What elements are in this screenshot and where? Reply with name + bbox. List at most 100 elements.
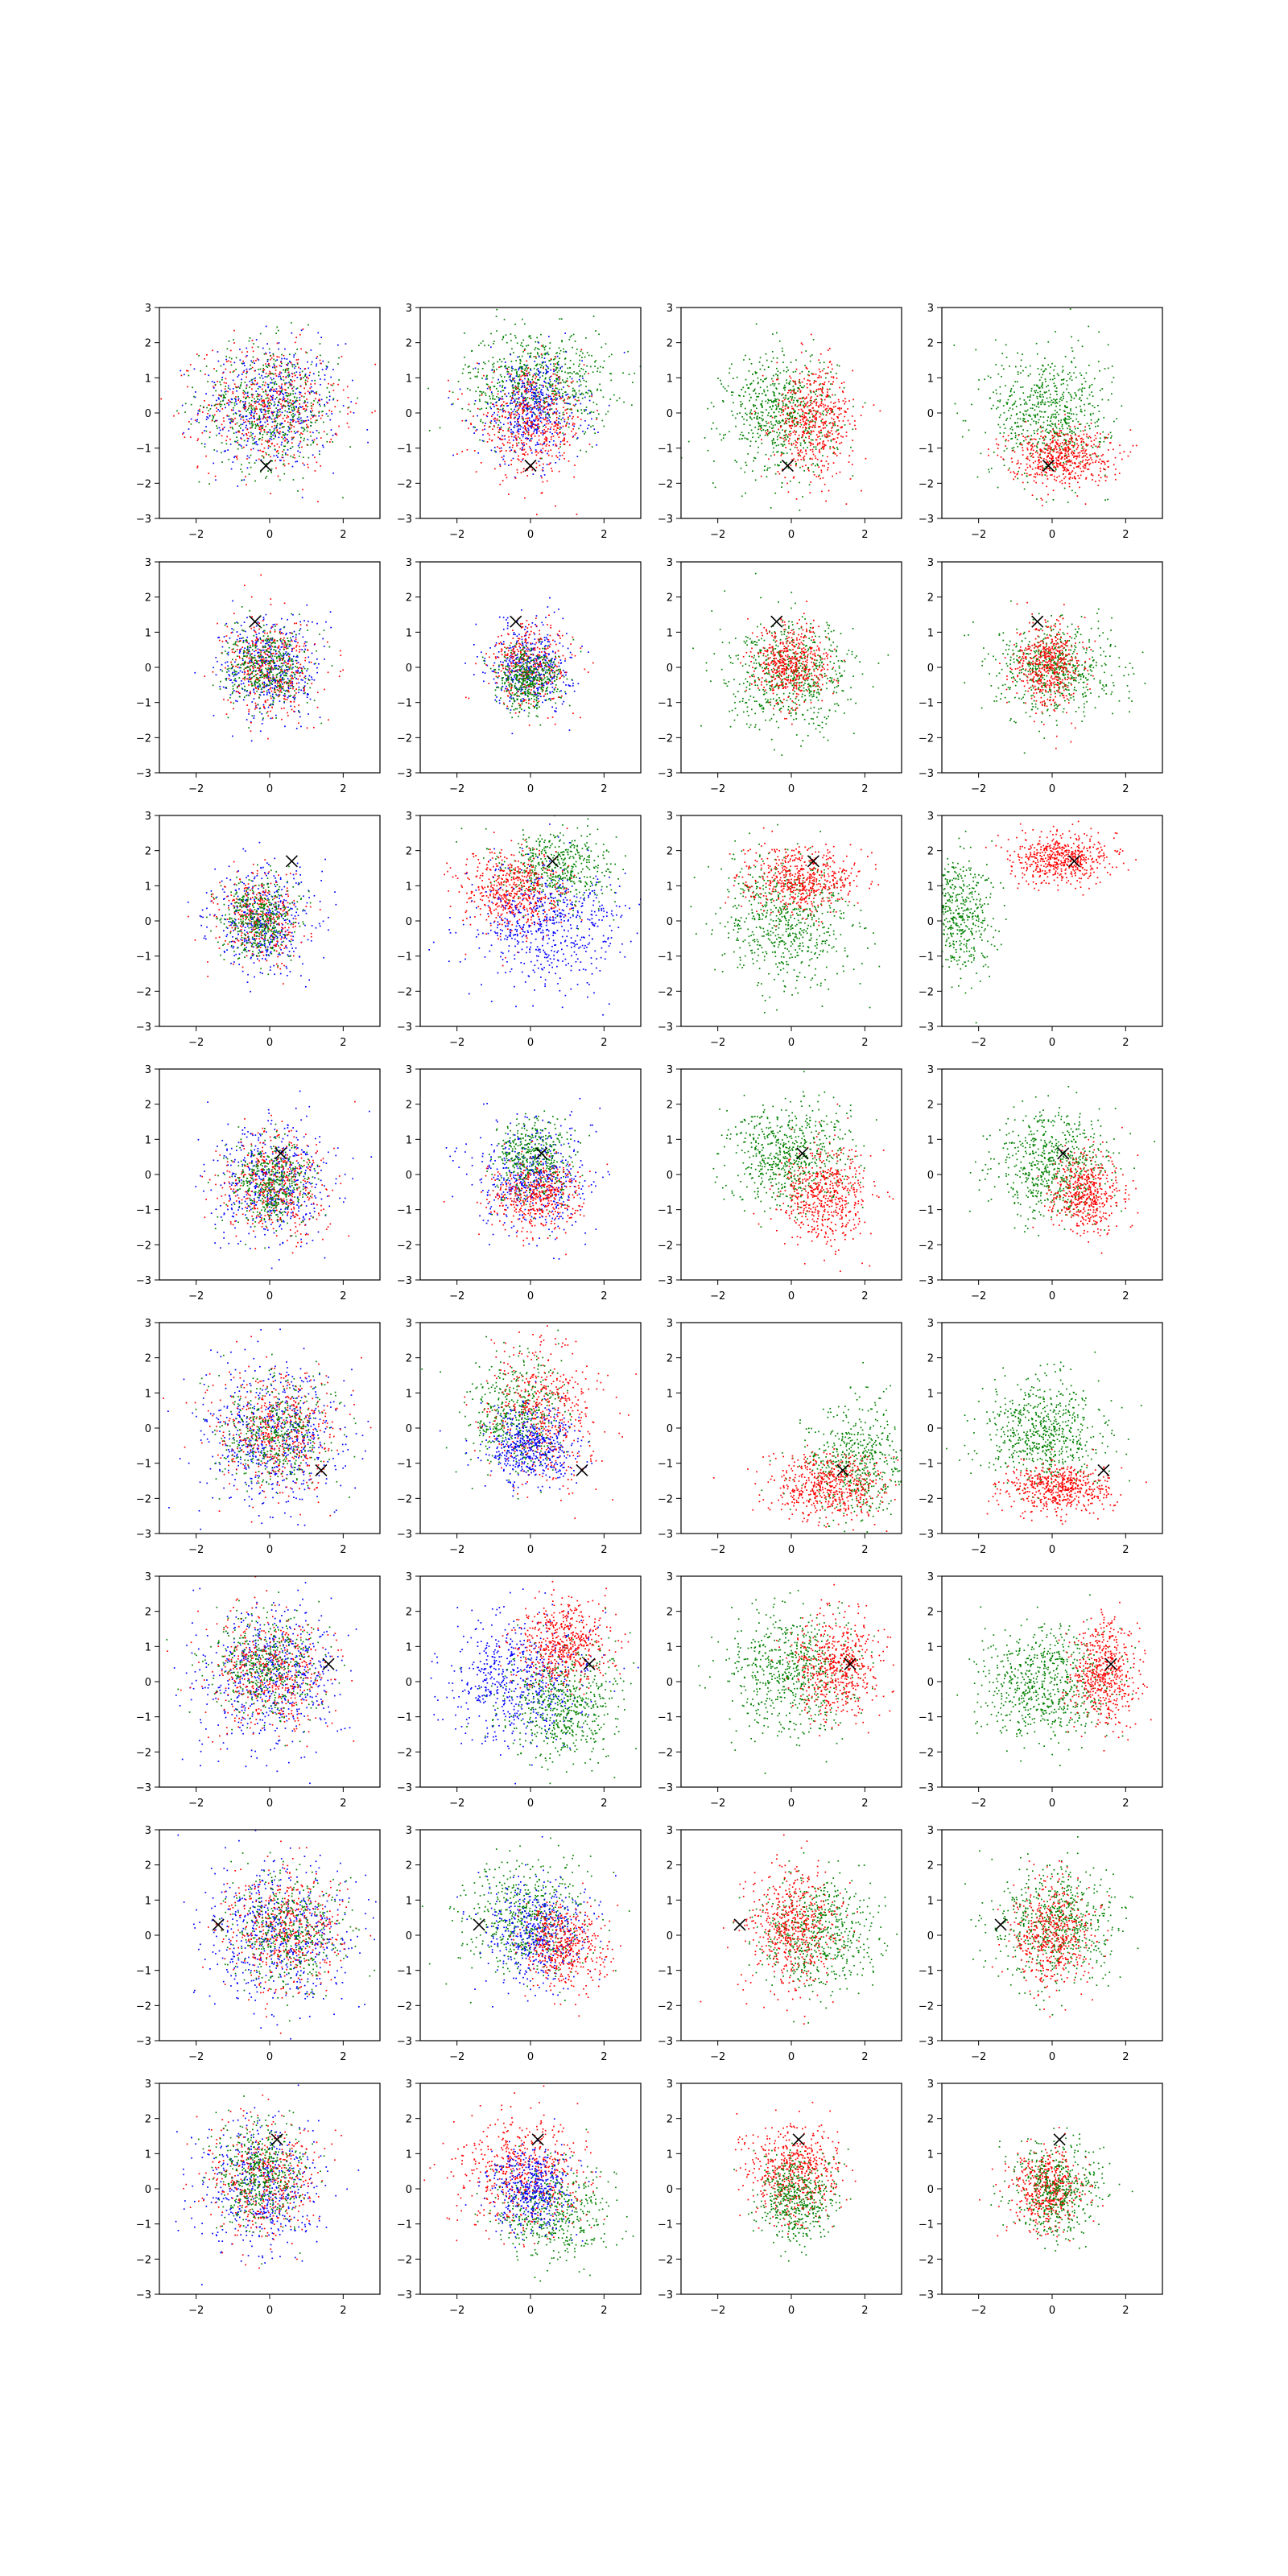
scatter-point-green (590, 390, 592, 393)
scatter-point-red (807, 431, 809, 434)
scatter-point-green (208, 483, 210, 485)
scatter-point-blue (262, 347, 264, 349)
scatter-point-red (824, 464, 825, 467)
scatter-point-blue (212, 394, 214, 397)
scatter-point-red (782, 469, 783, 470)
scatter-point-green (560, 318, 563, 320)
scatter-point-blue (535, 396, 536, 398)
scatter-point-green (781, 482, 783, 484)
scatter-point-green (780, 461, 782, 463)
scatter-point-red (832, 381, 834, 383)
scatter-point-green (1015, 435, 1017, 436)
scatter-point-green (208, 436, 211, 439)
scatter-point-green (499, 365, 502, 368)
scatter-point-green (1089, 413, 1092, 415)
scatter-point-green (1064, 405, 1066, 407)
scatter-point-red (825, 460, 828, 462)
scatter-point-red (810, 481, 811, 483)
scatter-point-green (1018, 434, 1020, 436)
scatter-point-green (1042, 370, 1044, 373)
scatter-point-red (830, 430, 832, 431)
scatter-point-red (522, 407, 525, 408)
scatter-point-blue (317, 332, 320, 334)
scatter-point-green (1037, 402, 1039, 405)
scatter-point-red (514, 413, 516, 415)
scatter-point-green (526, 431, 528, 433)
scatter-point-red (498, 448, 501, 449)
scatter-point-green (569, 360, 572, 361)
scatter-point-blue (474, 367, 477, 369)
scatter-point-red (258, 419, 261, 421)
scatter-point-green (479, 390, 481, 393)
scatter-point-red (800, 459, 803, 460)
scatter-point-red (461, 419, 464, 422)
scatter-point-red (208, 404, 210, 406)
scatter-point-blue (535, 424, 538, 427)
scatter-point-green (1034, 415, 1036, 417)
scatter-point-red (540, 414, 543, 416)
scatter-point-green (224, 391, 226, 393)
scatter-point-green (566, 378, 568, 380)
scatter-point-green (1020, 372, 1022, 374)
scatter-point-green (791, 416, 793, 418)
scatter-point-blue (502, 435, 503, 437)
scatter-point-green (551, 390, 553, 392)
scatter-point-green (1071, 347, 1073, 349)
scatter-point-red (812, 430, 815, 432)
scatter-point-red (819, 412, 821, 414)
scatter-point-red (264, 390, 266, 393)
scatter-point-red (310, 418, 312, 419)
scatter-point-green (518, 389, 521, 390)
scatter-point-green (521, 371, 523, 373)
scatter-point-green (1055, 414, 1057, 415)
scatter-point-green (584, 431, 587, 433)
scatter-point-green (483, 440, 485, 442)
scatter-point-red (572, 380, 574, 382)
scatter-point-blue (264, 411, 266, 413)
scatter-point-green (318, 374, 320, 377)
scatter-point-blue (525, 365, 527, 367)
scatter-point-green (1111, 381, 1113, 383)
scatter-point-blue (228, 430, 229, 431)
scatter-point-green (531, 378, 533, 381)
scatter-point-green (781, 486, 782, 488)
scatter-point-red (506, 369, 509, 370)
scatter-point-red (505, 474, 506, 476)
scatter-point-green (241, 479, 243, 481)
scatter-point-green (767, 366, 770, 368)
scatter-point-blue (308, 374, 311, 377)
scatter-point-blue (245, 415, 246, 418)
scatter-point-red (262, 418, 264, 420)
scatter-point-red (541, 469, 543, 471)
scatter-point-green (1023, 415, 1025, 416)
scatter-point-red (791, 424, 793, 427)
scatter-point-red (564, 438, 566, 440)
scatter-point-blue (535, 386, 536, 388)
scatter-point-blue (535, 406, 536, 408)
scatter-point-green (761, 430, 762, 431)
scatter-point-green (554, 357, 556, 360)
scatter-point-green (538, 349, 540, 350)
scatter-point-green (548, 403, 551, 406)
scatter-point-blue (533, 386, 535, 388)
scatter-point-blue (320, 398, 323, 401)
scatter-point-red (501, 403, 503, 406)
scatter-point-blue (197, 410, 200, 412)
scatter-point-green (784, 431, 786, 433)
scatter-point-green (1054, 436, 1056, 437)
scatter-point-red (547, 450, 550, 452)
scatter-point-red (789, 426, 791, 428)
scatter-point-red (829, 431, 831, 434)
scatter-point-red (820, 460, 823, 462)
scatter-point-green (832, 426, 833, 428)
scatter-point-red (826, 395, 828, 398)
scatter-point-blue (317, 399, 320, 402)
scatter-point-blue (275, 436, 276, 438)
scatter-point-red (792, 380, 795, 382)
scatter-point-blue (246, 392, 249, 394)
x-tick-label: −2 (188, 529, 204, 541)
scatter-point-blue (591, 418, 592, 420)
scatter-point-green (244, 382, 246, 383)
scatter-point-blue (522, 401, 524, 403)
scatter-point-red (535, 416, 537, 418)
